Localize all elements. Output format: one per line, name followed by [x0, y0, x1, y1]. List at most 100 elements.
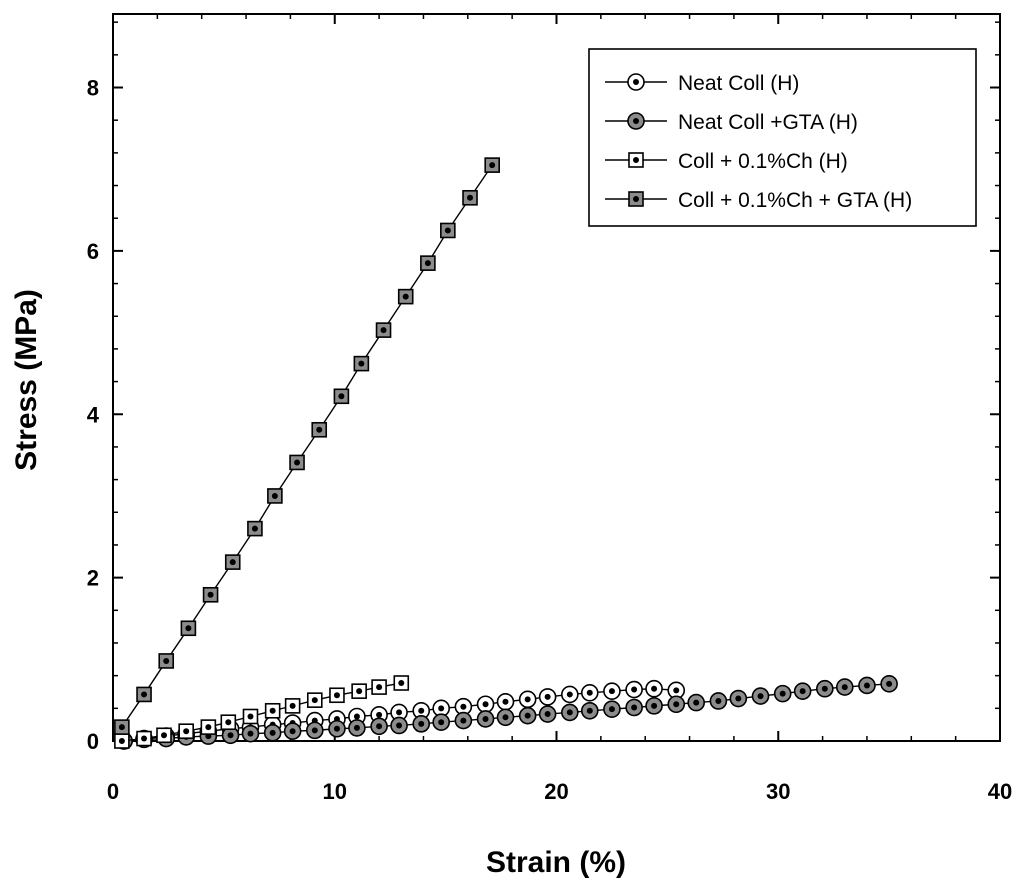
- legend-item: Coll + 0.1%Ch + GTA (H): [605, 189, 912, 212]
- data-point: [241, 724, 260, 743]
- legend-marker: [627, 112, 645, 130]
- data-point: [375, 322, 392, 338]
- data-point: [538, 688, 557, 706]
- data-point: [390, 703, 408, 722]
- legend: Neat Coll (H) Neat Coll +GTA (H) Coll + 0.…: [588, 48, 977, 227]
- x-tick-label: 0: [107, 779, 119, 804]
- legend-marker: [628, 152, 644, 168]
- data-point: [603, 682, 621, 700]
- series-4: [114, 157, 500, 735]
- data-point: [333, 388, 350, 405]
- data-point: [393, 675, 410, 691]
- legend-box: [588, 48, 977, 227]
- data-point: [625, 698, 643, 717]
- data-point: [476, 695, 495, 714]
- data-point: [793, 682, 812, 700]
- legend-label: Neat Coll +GTA (H): [678, 111, 858, 134]
- data-point: [114, 733, 130, 749]
- data-point: [348, 719, 366, 737]
- legend-label: Coll + 0.1%Ch + GTA (H): [678, 189, 912, 212]
- data-point: [224, 554, 241, 570]
- data-point: [538, 705, 557, 723]
- y-tick-label: 6: [87, 239, 99, 264]
- data-point: [645, 697, 663, 715]
- legend-marker: [628, 191, 644, 207]
- data-point: [114, 719, 130, 735]
- data-point: [242, 708, 259, 725]
- data-point: [136, 686, 152, 703]
- data-point: [454, 711, 473, 730]
- axis-tick-labels: 0 10 20 30 40 0 2 4 6 8: [87, 76, 1012, 804]
- data-point: [603, 700, 621, 718]
- data-point: [289, 454, 305, 471]
- data-point: [178, 723, 194, 739]
- data-point: [329, 687, 345, 704]
- data-point: [687, 693, 706, 712]
- series-line: [121, 164, 493, 728]
- data-point: [264, 702, 281, 719]
- data-point: [305, 721, 324, 740]
- data-point: [156, 727, 172, 744]
- data-point: [518, 690, 537, 709]
- data-point: [180, 620, 197, 637]
- legend-item: Neat Coll +GTA (H): [605, 111, 858, 134]
- series-layer: [114, 157, 898, 750]
- legend-item: Coll + 0.1%Ch (H): [605, 150, 848, 173]
- legend-label: Coll + 0.1%Ch (H): [678, 150, 848, 173]
- y-tick-label: 8: [87, 76, 99, 101]
- data-point: [283, 722, 302, 740]
- data-point: [580, 701, 599, 720]
- data-point: [751, 687, 770, 705]
- x-tick-label: 40: [988, 779, 1012, 804]
- data-point: [263, 724, 282, 742]
- data-point: [729, 689, 748, 708]
- data-point: [645, 679, 663, 698]
- data-point: [496, 692, 515, 711]
- data-point: [667, 695, 686, 714]
- series-2: [115, 675, 898, 750]
- data-point: [858, 676, 876, 695]
- data-point: [200, 719, 217, 735]
- data-point: [390, 716, 408, 735]
- data-point: [432, 713, 450, 732]
- data-point: [247, 520, 263, 537]
- data-point: [220, 714, 237, 731]
- data-point: [561, 703, 579, 722]
- y-tick-label: 0: [87, 729, 99, 754]
- data-point: [580, 684, 599, 702]
- data-point: [306, 692, 323, 708]
- data-point: [371, 679, 387, 695]
- data-point: [397, 288, 414, 305]
- x-tick-label: 10: [323, 779, 347, 804]
- data-point: [561, 685, 579, 704]
- data-point: [267, 488, 283, 504]
- data-point: [484, 157, 500, 173]
- data-point: [835, 678, 854, 696]
- data-point: [462, 189, 478, 206]
- data-point: [625, 680, 643, 699]
- data-point: [816, 679, 834, 698]
- y-axis-title: Stress (MPa): [10, 289, 43, 471]
- axis-ticks: [112, 14, 1001, 742]
- y-tick-label: 4: [87, 402, 100, 427]
- data-point: [496, 708, 515, 727]
- legend-item: Neat Coll (H): [605, 72, 799, 95]
- data-point: [353, 355, 370, 372]
- legend-marker: [627, 73, 645, 91]
- data-point: [158, 653, 175, 669]
- data-point: [880, 675, 898, 693]
- data-point: [432, 699, 450, 718]
- data-point: [709, 692, 728, 710]
- x-tick-label: 20: [544, 779, 568, 804]
- x-tick-label: 30: [766, 779, 790, 804]
- data-point: [420, 255, 436, 271]
- y-tick-label: 2: [87, 566, 99, 591]
- data-point: [202, 586, 219, 603]
- data-point: [440, 222, 456, 239]
- data-point: [351, 683, 367, 699]
- data-point: [476, 710, 495, 728]
- data-point: [773, 684, 792, 703]
- data-point: [311, 421, 328, 438]
- data-point: [284, 698, 301, 714]
